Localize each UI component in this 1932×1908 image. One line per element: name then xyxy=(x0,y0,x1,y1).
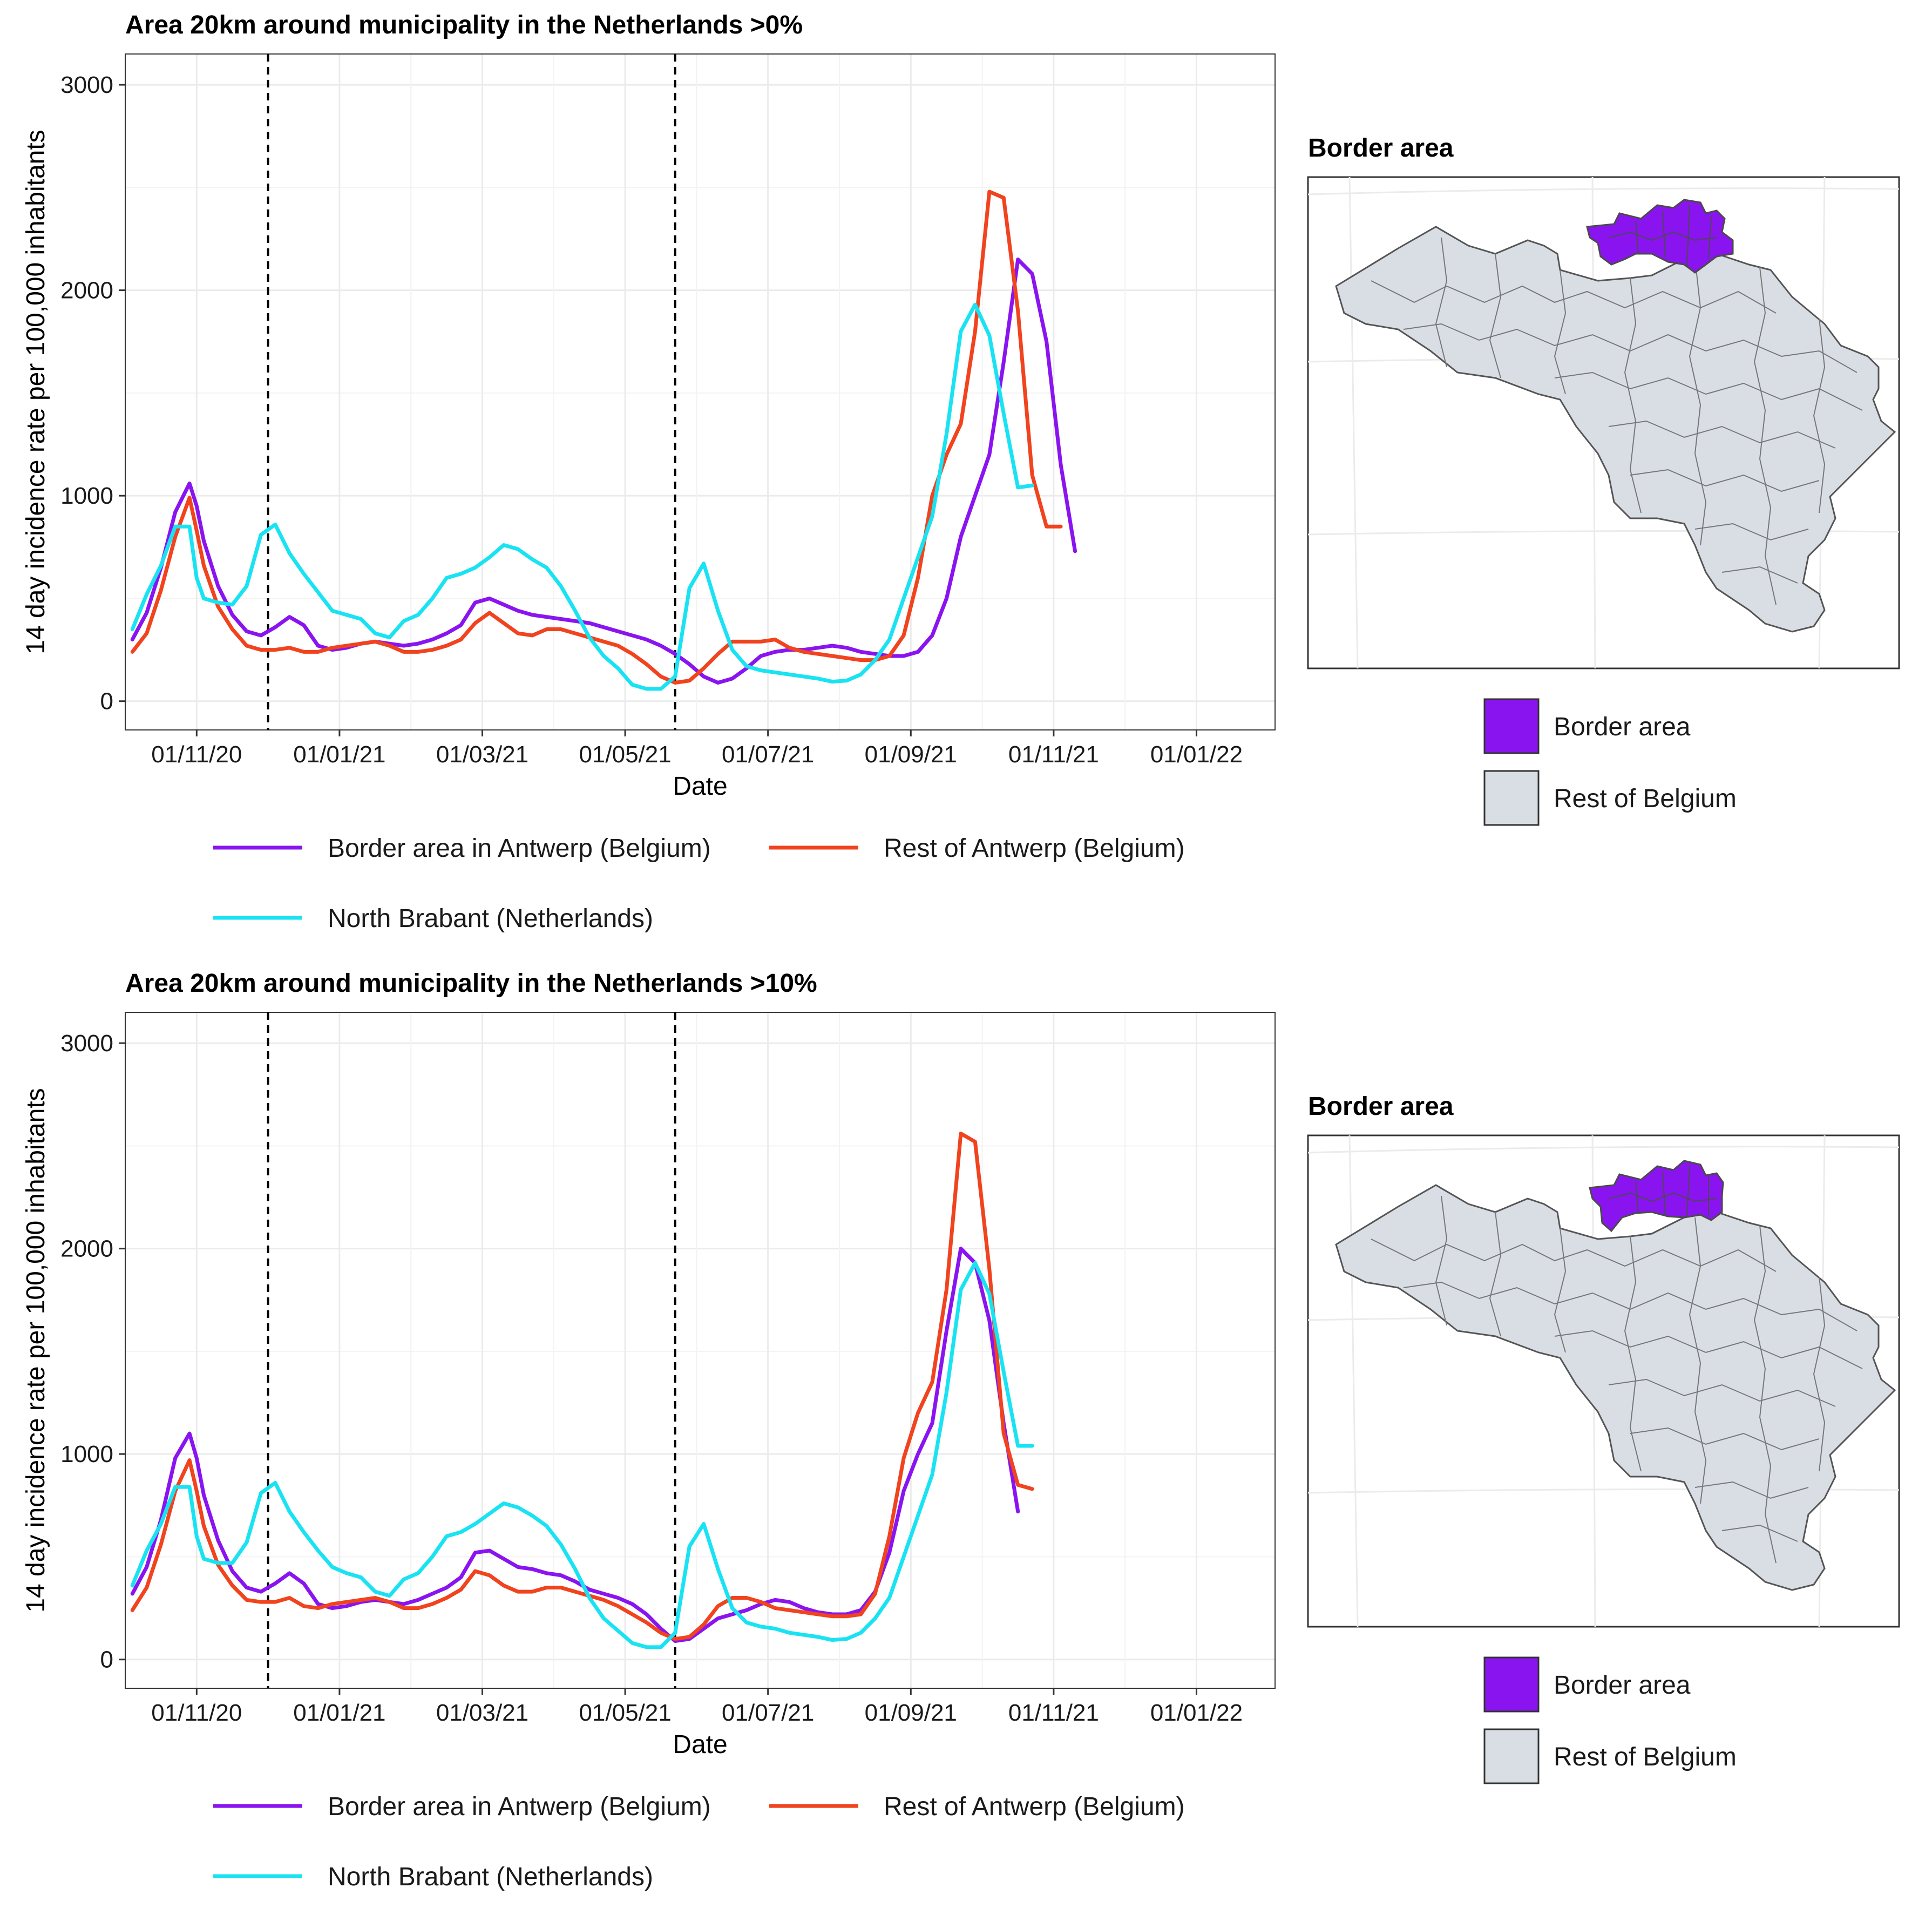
municipality-borders xyxy=(1371,1195,1863,1564)
chart-title: Area 20km around municipality in the Net… xyxy=(125,969,817,998)
panel-top: Area 20km around municipality in the Net… xyxy=(0,0,1932,950)
chart-bottom: Area 20km around municipality in the Net… xyxy=(22,969,1276,1891)
y-tick-label: 1000 xyxy=(60,483,113,509)
x-tick-label: 01/11/20 xyxy=(151,1700,242,1726)
panel-bottom: Area 20km around municipality in the Net… xyxy=(0,958,1932,1908)
legend-label-border-area: Border area xyxy=(1554,713,1691,741)
legend: Border area in Antwerp (Belgium) Rest of … xyxy=(213,834,1185,933)
legend-swatch-border-area xyxy=(1483,1656,1540,1713)
rest-of-belgium xyxy=(1335,1184,1896,1591)
x-axis-ticks: 01/11/20 01/01/21 01/03/21 01/05/21 01/07/21… xyxy=(151,730,1243,768)
x-tick-label: 01/03/21 xyxy=(436,1700,528,1726)
x-tick-label: 01/07/21 xyxy=(722,741,814,768)
map-panel-bottom: Border area xyxy=(1307,1092,1900,1784)
x-tick-label: 01/01/21 xyxy=(293,1700,385,1726)
legend-label-1: Rest of Antwerp (Belgium) xyxy=(884,1792,1185,1821)
x-tick-label: 01/09/21 xyxy=(865,741,957,768)
map-legend: Border area Rest of Belgium xyxy=(1483,698,1737,826)
legend-label-rest-of-belgium: Rest of Belgium xyxy=(1554,1743,1737,1771)
y-tick-label: 0 xyxy=(100,1647,113,1673)
x-tick-label: 01/11/20 xyxy=(151,741,242,768)
map-legend: Border area Rest of Belgium xyxy=(1483,1656,1737,1784)
grid xyxy=(125,1012,1275,1688)
x-tick-label: 01/01/22 xyxy=(1150,1700,1243,1726)
border-area-region xyxy=(1589,1160,1724,1233)
series-line-1 xyxy=(130,190,1063,685)
y-axis-ticks: 0 1000 2000 3000 xyxy=(60,72,125,715)
legend-swatch-border-area xyxy=(1483,698,1540,754)
x-tick-label: 01/01/22 xyxy=(1150,741,1243,768)
legend-label-0: Border area in Antwerp (Belgium) xyxy=(328,1792,711,1821)
x-tick-label: 01/05/21 xyxy=(579,741,671,768)
series-line-0 xyxy=(130,1247,1020,1643)
x-tick-label: 01/03/21 xyxy=(436,741,528,768)
legend-label-2: North Brabant (Netherlands) xyxy=(328,1863,653,1891)
rest-of-belgium xyxy=(1335,226,1896,633)
series-line-0 xyxy=(130,258,1077,685)
series-line-2 xyxy=(130,302,1034,691)
legend: Border area in Antwerp (Belgium) Rest of … xyxy=(213,1792,1185,1891)
series-group xyxy=(130,190,1077,691)
series-group xyxy=(130,1132,1034,1649)
map-title: Border area xyxy=(1308,1092,1454,1121)
legend-swatch-rest-of-belgium xyxy=(1483,770,1540,826)
x-axis-ticks: 01/11/20 01/01/21 01/03/21 01/05/21 01/07/21… xyxy=(151,1688,1243,1726)
grid xyxy=(125,54,1275,730)
border-area-region xyxy=(1586,199,1734,274)
map-panel-top: Border area xyxy=(1307,134,1900,826)
y-axis-ticks: 0 1000 2000 3000 xyxy=(60,1030,125,1673)
legend-swatch-rest-of-belgium xyxy=(1483,1728,1540,1784)
legend-label-border-area: Border area xyxy=(1554,1671,1691,1700)
x-axis-title: Date xyxy=(673,772,727,801)
reference-lines xyxy=(267,54,676,730)
legend-label-0: Border area in Antwerp (Belgium) xyxy=(328,834,711,863)
legend-label-2: North Brabant (Netherlands) xyxy=(328,904,653,933)
plot-border xyxy=(125,1012,1276,1689)
map-title: Border area xyxy=(1308,134,1454,163)
x-tick-label: 01/11/21 xyxy=(1008,1700,1099,1726)
y-tick-label: 2000 xyxy=(60,1236,113,1262)
reference-lines xyxy=(267,1012,676,1688)
chart-title: Area 20km around municipality in the Net… xyxy=(125,11,803,39)
y-tick-label: 3000 xyxy=(60,72,113,98)
belgium-map xyxy=(1335,199,1896,633)
x-tick-label: 01/05/21 xyxy=(579,1700,671,1726)
border-area-inner-borders xyxy=(1608,205,1717,268)
x-tick-label: 01/09/21 xyxy=(865,1700,957,1726)
y-tick-label: 2000 xyxy=(60,278,113,304)
legend-label-1: Rest of Antwerp (Belgium) xyxy=(884,834,1185,863)
legend-label-rest-of-belgium: Rest of Belgium xyxy=(1554,784,1737,813)
y-axis-title: 14 day incidence rate per 100,000 inhabi… xyxy=(22,1088,50,1612)
series-line-1 xyxy=(130,1132,1034,1641)
border-area-inner-borders xyxy=(1608,1166,1717,1218)
series-line-2 xyxy=(130,1261,1034,1649)
y-tick-label: 1000 xyxy=(60,1441,113,1467)
y-axis-title: 14 day incidence rate per 100,000 inhabi… xyxy=(22,130,50,654)
plot-border xyxy=(125,53,1276,730)
y-tick-label: 3000 xyxy=(60,1030,113,1057)
x-tick-label: 01/07/21 xyxy=(722,1700,814,1726)
municipality-borders xyxy=(1371,237,1863,605)
chart-top: Area 20km around municipality in the Net… xyxy=(22,11,1276,933)
x-tick-label: 01/01/21 xyxy=(293,741,385,768)
x-axis-title: Date xyxy=(673,1730,727,1759)
y-tick-label: 0 xyxy=(100,688,113,715)
x-tick-label: 01/11/21 xyxy=(1008,741,1099,768)
belgium-map xyxy=(1335,1160,1896,1591)
